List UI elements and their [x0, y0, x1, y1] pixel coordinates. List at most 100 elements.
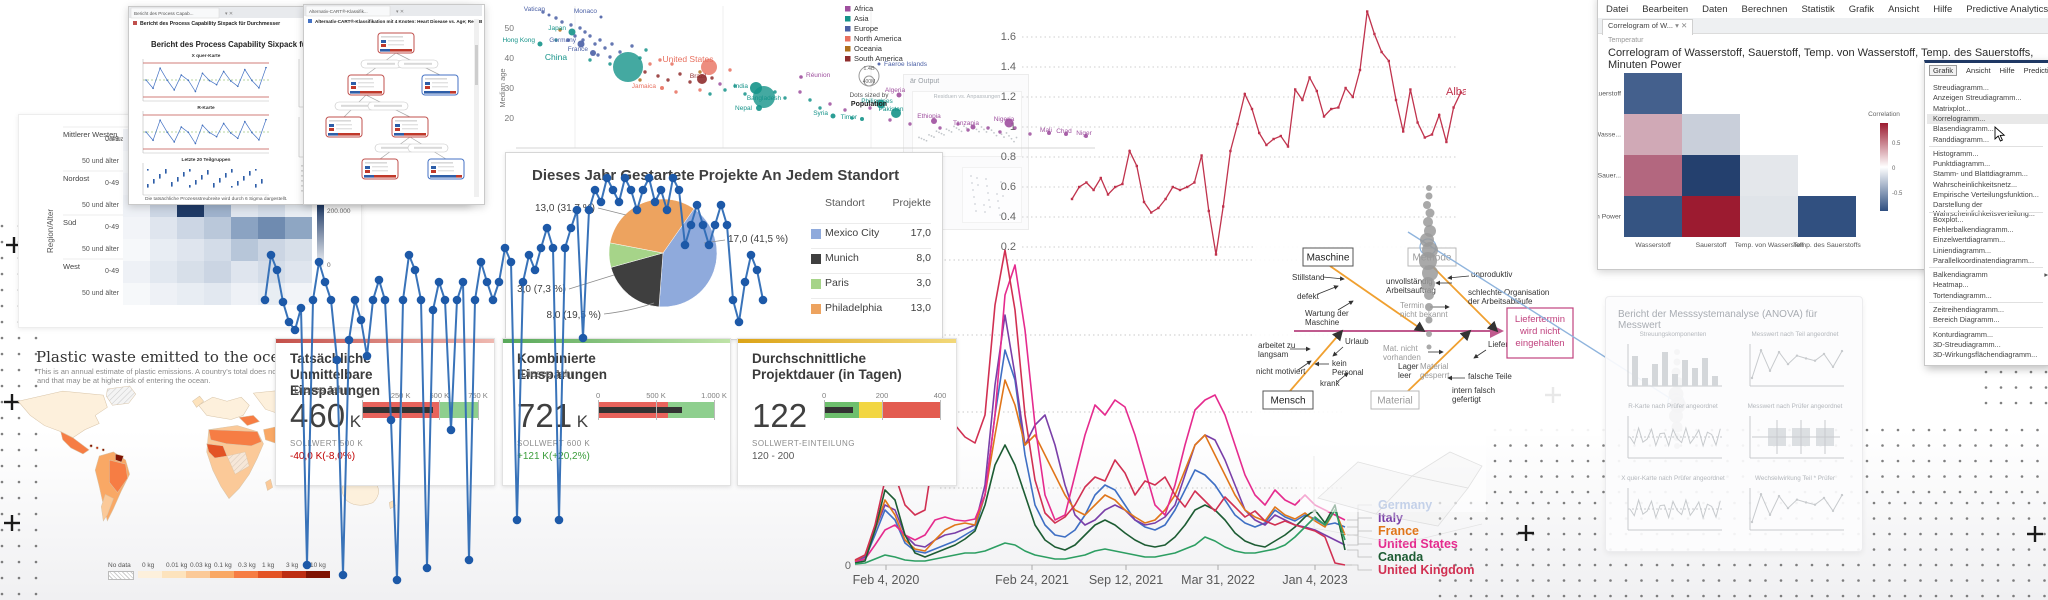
country-label: Chad — [1056, 128, 1072, 135]
menu-item-berechnen[interactable]: Berechnen — [1741, 4, 1788, 15]
covid-series-line — [854, 264, 1346, 563]
menu-item-predictive-analytics-modul[interactable]: Predictive Analytics-Modul — [1966, 4, 2048, 15]
mini-scatter — [970, 175, 1004, 216]
kpi-title: Durchschnittliche Projektdauer (in Tagen… — [752, 351, 902, 382]
cause-arrow — [1473, 349, 1487, 359]
cause-label: Mat. nicht — [1383, 344, 1418, 353]
menu-item-3d-wirkungsfl-chendiagramm-[interactable]: 3D-Wirkungsflächendiagramm... — [1933, 350, 2038, 360]
map-legend-label: 0.01 kg — [166, 562, 188, 569]
blue-series-dot — [296, 303, 306, 313]
dropdown-header-hilfe[interactable]: Hilfe — [1999, 66, 2015, 75]
scrollbar[interactable] — [474, 19, 479, 197]
menu-item-streudiagramm-[interactable]: Streudiagramm... — [1933, 83, 1989, 92]
category-box — [1262, 390, 1314, 410]
country-bubble — [599, 15, 603, 19]
map-legend-label: 3 kg — [286, 562, 299, 569]
subgroup-dot — [165, 171, 167, 173]
heatmap-column-header: Januar — [106, 136, 128, 143]
dropdown-header-predictiv[interactable]: Predictiv — [2023, 66, 2048, 75]
covid-legend-entry: Canada — [1378, 550, 1424, 564]
blue-series-dot — [626, 185, 636, 195]
menu-item-anzeigen-streudiagramm-[interactable]: Anzeigen Streudiagramm... — [1933, 93, 2022, 103]
menu-item-parallelkoordinatendiagramm-[interactable]: Parallelkoordinatendiagramm... — [1933, 255, 2034, 265]
resid-dot — [1013, 140, 1015, 143]
dropdown-header-ansicht[interactable]: Ansicht — [1966, 66, 1991, 75]
menu-item-fehlerbalkendiagramm-[interactable]: Fehlerbalkendiagramm... — [1933, 224, 2014, 234]
menu-item-zeitreihendiagramm-[interactable]: Zeitreihendiagramm... — [1933, 305, 2004, 314]
blue-series-dot — [512, 515, 522, 525]
menu-item-konturdiagramm-[interactable]: Konturdiagramm... — [1933, 329, 1994, 339]
scatter-dot — [608, 62, 612, 66]
tab-close-icon[interactable]: ✕ — [1680, 21, 1688, 30]
window-tab[interactable] — [130, 7, 220, 19]
kpi-delta: 120 - 200 — [752, 451, 795, 462]
blue-series-dot — [368, 295, 378, 305]
cause-arrow — [1322, 276, 1345, 282]
menu-item-blasendiagramm-[interactable]: Blasendiagramm... — [1933, 124, 1994, 134]
menu-item-histogramm-[interactable]: Histogramm... — [1933, 148, 1979, 158]
resid-dot — [987, 192, 989, 194]
scatter-dot — [554, 16, 558, 20]
menu-item-wahrscheinlichkeitsnetz-[interactable]: Wahrscheinlichkeitsnetz... — [1933, 179, 2018, 189]
subgroup-dot — [153, 181, 155, 183]
menu-item-heatmap-[interactable]: Heatmap... — [1933, 280, 1969, 290]
menu-item-stamm-und-blattdiagramm-[interactable]: Stamm- und Blattdiagramm... — [1933, 169, 2028, 179]
scatter-dot — [678, 72, 682, 76]
anova-chart: Messwert nach Prüfer angeordnet — [1740, 403, 1850, 469]
map-legend-color-box — [306, 571, 330, 578]
tab-dropdown-icon[interactable]: ▾ — [1675, 21, 1679, 30]
heatmap-y-axis-label: Region/Alter — [46, 209, 55, 253]
dropdown-menu-bar[interactable]: Grafik Ansicht Hilfe Predictiv — [1929, 65, 2048, 76]
menu-item-3d-streudiagramm-[interactable]: 3D-Streudiagramm... — [1933, 339, 2001, 349]
menu-item-bearbeiten[interactable]: Bearbeiten — [1642, 4, 1689, 15]
menu-item-empirische-verteilungsfunktion-[interactable]: Empirische Verteilungsfunktion... — [1933, 190, 2039, 199]
menu-item-darstellung-der-wahrscheinlichkeitsverteilung-[interactable]: Darstellung der Wahrscheinlichkeitsverte… — [1933, 200, 2035, 219]
subgroup-dot — [225, 173, 227, 175]
menu-item-statistik[interactable]: Statistik — [1801, 4, 1835, 15]
resid-dot — [1008, 134, 1010, 137]
menu-bar[interactable]: Datei Bearbeiten Daten Berechnen Statistik Gr… — [1606, 4, 2048, 17]
subgroup-dot — [195, 181, 197, 183]
menu-item-bereich-diagramm-[interactable]: Bereich Diagramm... — [1933, 315, 2000, 325]
resid-dot — [973, 196, 975, 198]
menu-item-daten[interactable]: Daten — [1702, 4, 1728, 15]
menu-item-boxplot-[interactable]: Boxplot... — [1933, 214, 1964, 224]
country-bubble — [568, 28, 576, 36]
menu-item-randdiagramm-[interactable]: Randdiagramm... — [1933, 134, 1989, 144]
blue-series-dot — [350, 295, 360, 305]
scatter-dot — [998, 130, 1002, 134]
country-bubble — [891, 108, 901, 118]
tree-node — [427, 158, 465, 180]
menu-item-liniendiagramm-[interactable]: Liniendiagramm... — [1933, 245, 1991, 255]
heatmap-age-label: 0-49 — [105, 136, 119, 143]
menu-item-ansicht[interactable]: Ansicht — [1888, 4, 1920, 15]
map-legend-label: 0.03 kg — [190, 562, 212, 569]
country-bubble — [877, 62, 881, 66]
menu-item-grafik[interactable]: Grafik — [1848, 4, 1875, 15]
heatmap-cell — [177, 283, 204, 305]
correlogram-col-label: Temp. von Wasserstoff — [1735, 242, 1804, 249]
scrollbar-thumb[interactable] — [475, 45, 478, 85]
resid-dot — [978, 130, 980, 133]
menu-item-hilfe[interactable]: Hilfe — [1933, 4, 1953, 15]
resid-dot — [1015, 136, 1018, 139]
correlogram-color-scale — [1880, 123, 1888, 211]
blue-series-dot — [536, 243, 546, 253]
menu-item-matrixplot-[interactable]: Matrixplot... — [1933, 103, 1971, 113]
menu-item-tortendiagramm-[interactable]: Tortendiagramm... — [1933, 290, 1992, 300]
menu-item-punktdiagramm-[interactable]: Punktdiagramm... — [1933, 159, 1991, 169]
blue-series-dot — [692, 200, 702, 210]
menu-item-korrelogramm-[interactable]: Korrelogramm... — [1927, 113, 2048, 124]
menu-item-balkendiagramm[interactable]: Balkendiagramm ▸ — [1933, 270, 2048, 280]
menu-item-einzelwertdiagramm-[interactable]: Einzelwertdiagramm... — [1933, 235, 2006, 245]
subgroup-dot — [201, 175, 203, 177]
scatter-dot — [596, 53, 600, 57]
subgroup-dot — [177, 179, 179, 181]
document-tab[interactable]: Correlogram of W... ▾ ✕ — [1602, 19, 1694, 35]
subchart-title: X quer-Karte — [192, 53, 221, 59]
menu-item-datei[interactable]: Datei — [1606, 4, 1629, 15]
dropdown-header-grafik[interactable]: Grafik — [1929, 65, 1958, 76]
window-tab[interactable] — [305, 5, 391, 17]
resid-dot — [1000, 181, 1002, 183]
blue-series-dot — [650, 197, 660, 207]
